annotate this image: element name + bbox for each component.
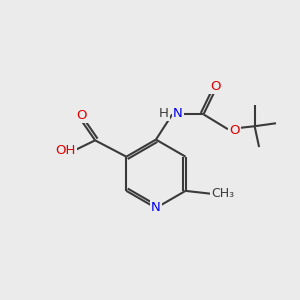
Text: O: O (229, 124, 240, 137)
Text: N: N (173, 107, 182, 120)
Text: O: O (76, 109, 87, 122)
Text: H: H (159, 107, 169, 120)
Text: CH₃: CH₃ (212, 187, 235, 200)
Text: N: N (151, 202, 161, 214)
Text: OH: OH (55, 144, 76, 157)
Text: O: O (210, 80, 220, 93)
